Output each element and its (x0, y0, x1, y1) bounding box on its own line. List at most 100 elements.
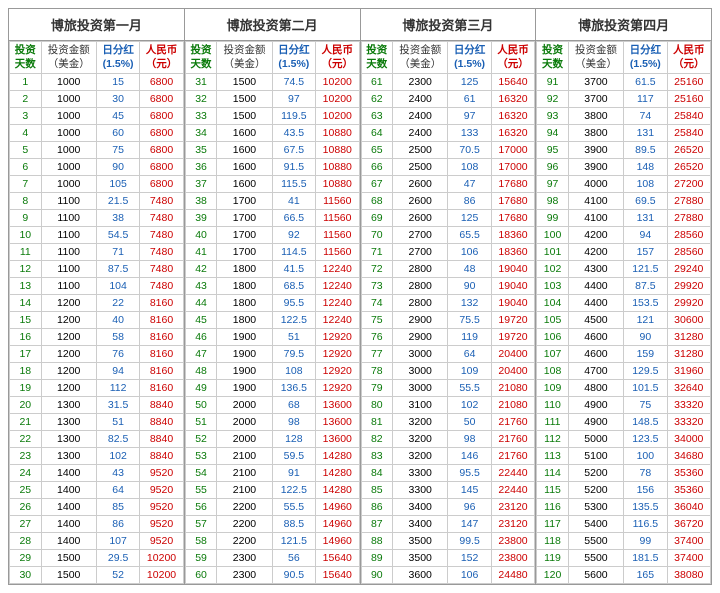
header-dividend: 日分红(1.5%) (624, 42, 667, 74)
cell: 3300 (393, 482, 448, 499)
cell: 43.5 (272, 125, 315, 142)
cell: 3900 (568, 159, 623, 176)
cell: 2600 (393, 193, 448, 210)
cell: 119 (537, 550, 569, 567)
cell: 38080 (667, 567, 710, 584)
header-days: 投资天数 (185, 42, 217, 74)
cell: 3300 (393, 465, 448, 482)
investment-table: 投资天数投资金额（美金）日分红(1.5%)人民币（元）6123001251564… (361, 41, 536, 584)
cell: 1000 (41, 176, 96, 193)
cell: 3700 (568, 91, 623, 108)
cell: 38 (185, 193, 217, 210)
cell: 3800 (568, 108, 623, 125)
cell: 16320 (491, 108, 534, 125)
cell: 132 (448, 295, 491, 312)
cell: 30 (10, 567, 42, 584)
cell: 48 (185, 363, 217, 380)
cell: 3900 (568, 142, 623, 159)
cell: 92 (537, 91, 569, 108)
cell: 131 (624, 210, 667, 227)
cell: 3800 (568, 125, 623, 142)
cell: 98 (537, 193, 569, 210)
cell: 31.5 (96, 397, 139, 414)
cell: 62 (361, 91, 393, 108)
cell: 121 (624, 312, 667, 329)
cell: 25160 (667, 74, 710, 91)
table-row: 4017009211560 (185, 227, 359, 244)
table-row: 115520015635360 (537, 482, 711, 499)
cell: 15640 (316, 567, 359, 584)
cell: 113 (537, 448, 569, 465)
table-row: 83320014621760 (361, 448, 535, 465)
cell: 3000 (393, 363, 448, 380)
cell: 99 (624, 533, 667, 550)
table-row: 2313001028840 (10, 448, 184, 465)
cell: 55 (185, 482, 217, 499)
cell: 71 (361, 244, 393, 261)
cell: 31960 (667, 363, 710, 380)
cell: 1700 (217, 244, 272, 261)
cell: 1300 (41, 397, 96, 414)
cell: 1100 (41, 193, 96, 210)
cell: 9520 (140, 465, 183, 482)
cell: 3500 (393, 533, 448, 550)
header-dividend: 日分红(1.5%) (96, 42, 139, 74)
cell: 15 (10, 312, 42, 329)
cell: 3000 (393, 380, 448, 397)
cell: 42 (185, 261, 217, 278)
cell: 1100 (41, 244, 96, 261)
cell: 71 (96, 244, 139, 261)
cell: 17000 (491, 142, 534, 159)
cell: 8160 (140, 380, 183, 397)
table-row: 10110054.57480 (10, 227, 184, 244)
cell: 6800 (140, 74, 183, 91)
cell: 58 (185, 533, 217, 550)
cell: 6800 (140, 108, 183, 125)
table-row: 34160043.510880 (185, 125, 359, 142)
cell: 25840 (667, 125, 710, 142)
table-row: 7228004819040 (361, 261, 535, 278)
cell: 91 (272, 465, 315, 482)
cell: 122.5 (272, 312, 315, 329)
table-row: 582200121.514960 (185, 533, 359, 550)
cell: 6800 (140, 125, 183, 142)
cell: 63 (361, 108, 393, 125)
cell: 21760 (491, 414, 534, 431)
cell: 27880 (667, 193, 710, 210)
cell: 17680 (491, 176, 534, 193)
table-row: 103440087.529920 (537, 278, 711, 295)
cell: 24 (10, 465, 42, 482)
cell: 38 (96, 210, 139, 227)
cell: 19040 (491, 295, 534, 312)
cell: 10200 (316, 74, 359, 91)
cell: 33320 (667, 414, 710, 431)
cell: 15 (96, 74, 139, 91)
cell: 1300 (41, 414, 96, 431)
cell: 66.5 (272, 210, 315, 227)
cell: 29240 (667, 261, 710, 278)
table-row: 8132005021760 (361, 414, 535, 431)
cell: 45 (96, 108, 139, 125)
cell: 4200 (568, 244, 623, 261)
cell: 5500 (568, 533, 623, 550)
cell: 115 (537, 482, 569, 499)
table-row: 371600115.510880 (185, 176, 359, 193)
table-row: 141200228160 (10, 295, 184, 312)
cell: 86 (96, 516, 139, 533)
cell: 75 (624, 397, 667, 414)
cell: 106 (448, 244, 491, 261)
cell: 24480 (491, 567, 534, 584)
cell: 19040 (491, 261, 534, 278)
header-days: 投资天数 (361, 42, 393, 74)
cell: 6800 (140, 176, 183, 193)
table-row: 12110087.57480 (10, 261, 184, 278)
cell: 1000 (41, 142, 96, 159)
cell: 2400 (393, 125, 448, 142)
cell: 104 (96, 278, 139, 295)
table-row: 6324009716320 (361, 108, 535, 125)
cell: 59 (185, 550, 217, 567)
cell: 72 (361, 261, 393, 278)
cell: 20 (10, 397, 42, 414)
cell: 5600 (568, 567, 623, 584)
cell: 48 (448, 261, 491, 278)
